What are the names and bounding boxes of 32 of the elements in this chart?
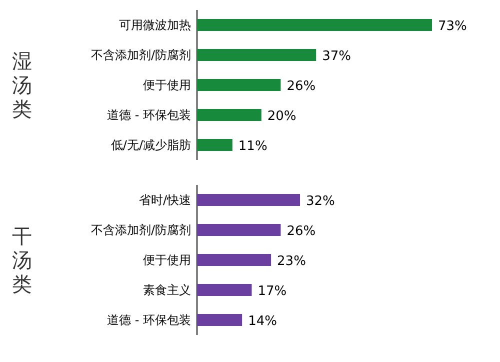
y-axis-title: 干汤类	[12, 224, 32, 296]
data-label: 26%	[286, 224, 316, 239]
data-label: 20%	[267, 109, 296, 124]
bar	[197, 314, 242, 326]
bar	[197, 109, 262, 121]
bar	[197, 19, 432, 31]
y-tick-label: 可用微波加热	[119, 18, 191, 32]
y-tick-label: 不含添加剂/防腐剂	[90, 223, 191, 237]
y-tick-label: 便于使用	[143, 78, 191, 92]
data-label: 14%	[248, 314, 277, 329]
y-tick-label: 道德 - 环保包装	[107, 313, 191, 327]
bar	[197, 49, 316, 61]
data-label: 32%	[306, 194, 335, 209]
data-label: 37%	[322, 49, 352, 64]
bar	[197, 139, 232, 151]
data-label: 23%	[277, 254, 306, 269]
data-label: 11%	[238, 139, 268, 154]
bar	[197, 284, 252, 296]
bar	[197, 194, 300, 206]
y-tick-label: 省时/快速	[138, 193, 191, 207]
y-tick-label: 素食主义	[143, 283, 191, 297]
y-axis-title: 湿汤类	[12, 49, 32, 121]
data-label: 17%	[258, 284, 287, 299]
y-tick-label: 道德 - 环保包装	[107, 108, 191, 122]
y-tick-label: 便于使用	[143, 253, 191, 267]
data-label: 26%	[286, 79, 316, 94]
bar	[197, 79, 281, 91]
bar	[197, 224, 281, 236]
y-tick-label: 低/无/减少脂肪	[110, 138, 191, 152]
y-tick-label: 不含添加剂/防腐剂	[90, 48, 191, 62]
data-label: 73%	[438, 19, 467, 34]
bar	[197, 254, 272, 266]
